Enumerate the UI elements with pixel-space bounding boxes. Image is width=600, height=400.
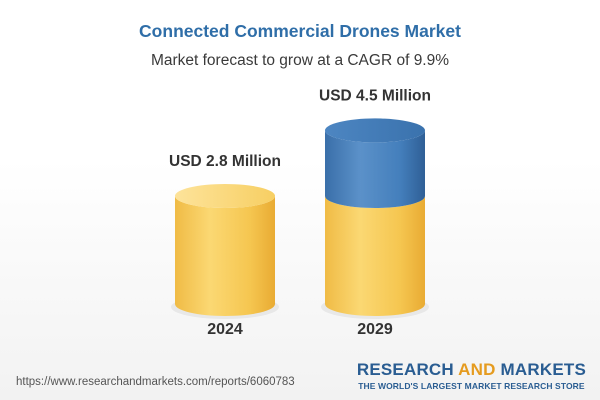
bar-growth-2029 bbox=[325, 130, 425, 208]
bar-base-2024 bbox=[175, 196, 275, 316]
brand-name: RESEARCH AND MARKETS bbox=[357, 360, 586, 380]
brand-logo: RESEARCH AND MARKETS THE WORLD'S LARGEST… bbox=[357, 360, 586, 391]
bar-top-2024 bbox=[175, 184, 275, 208]
category-label-2029: 2029 bbox=[357, 321, 393, 338]
brand-name-part1: RESEARCH bbox=[356, 360, 459, 379]
chart-subtitle: Market forecast to grow at a CAGR of 9.9… bbox=[150, 52, 450, 69]
category-label-2024: 2024 bbox=[207, 321, 243, 338]
source-url[interactable]: https://www.researchandmarkets.com/repor… bbox=[16, 376, 295, 388]
brand-name-and: AND bbox=[458, 360, 496, 379]
brand-tagline: THE WORLD'S LARGEST MARKET RESEARCH STOR… bbox=[358, 381, 585, 391]
bar-base-2029 bbox=[325, 196, 425, 316]
brand-name-part3: MARKETS bbox=[495, 360, 586, 379]
value-label-2029: USD 4.5 Million bbox=[319, 87, 431, 104]
bar-top-2029 bbox=[325, 118, 425, 143]
chart-title: Connected Commercial Drones Market bbox=[139, 21, 461, 41]
value-label-2024: USD 2.8 Million bbox=[169, 153, 281, 170]
